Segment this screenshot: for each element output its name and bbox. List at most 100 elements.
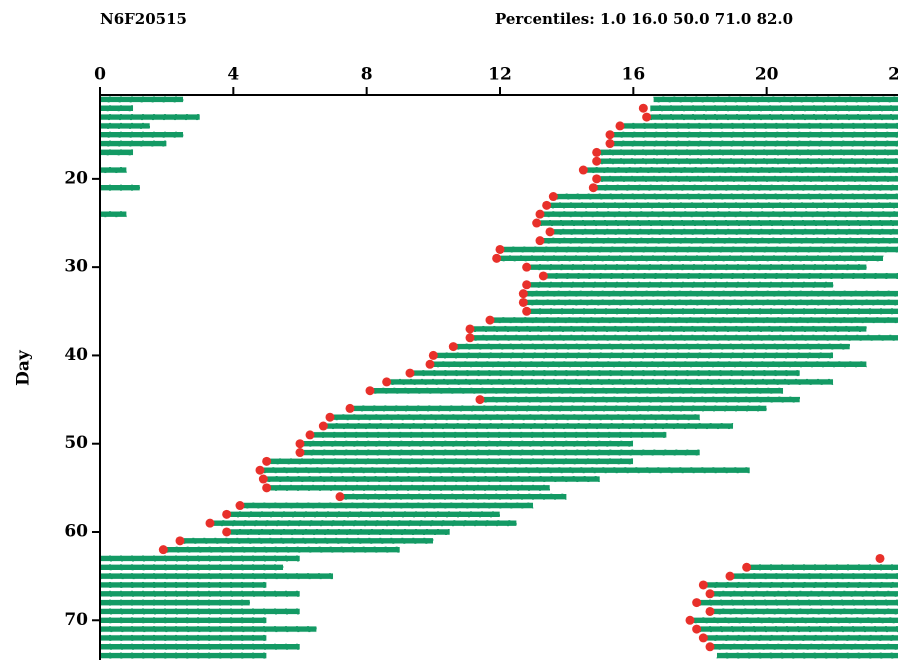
activity-bout: [713, 590, 898, 598]
activity-bout: [269, 458, 634, 465]
activity-bout: [596, 184, 898, 191]
activity-bout: [653, 96, 898, 103]
x-tick-label: 24: [888, 65, 898, 85]
activity-bout: [493, 316, 898, 324]
y-tick-label: 40: [64, 345, 88, 365]
activity-bout: [539, 219, 898, 227]
activity-bout: [99, 113, 201, 121]
onset-marker: [698, 580, 708, 590]
onset-marker: [295, 439, 305, 449]
onset-marker: [335, 492, 345, 502]
onset-marker: [262, 483, 272, 493]
activity-bout: [503, 246, 898, 253]
x-tick-label: 8: [361, 65, 373, 85]
activity-bout: [313, 431, 667, 439]
onset-marker: [592, 156, 602, 166]
onset-marker: [605, 130, 615, 140]
onset-marker: [705, 606, 715, 616]
onset-marker: [405, 368, 415, 378]
activity-bout: [546, 272, 898, 280]
activity-bout: [699, 599, 898, 606]
onset-marker: [518, 297, 528, 307]
activity-bout: [99, 616, 267, 624]
activity-bout: [269, 484, 551, 492]
onset-marker: [262, 456, 272, 466]
onset-marker: [222, 509, 232, 519]
x-tick-label: 4: [227, 65, 239, 85]
onset-marker: [425, 359, 435, 369]
y-axis-label: Day: [14, 349, 34, 386]
y-tick-label: 20: [64, 168, 88, 188]
activity-bout: [99, 572, 334, 580]
onset-marker: [258, 474, 268, 484]
activity-bout: [649, 104, 898, 112]
activity-bout: [166, 546, 401, 553]
activity-bout: [373, 387, 784, 395]
onset-marker: [685, 615, 695, 625]
activity-bout: [303, 440, 634, 448]
onset-marker: [592, 174, 602, 184]
x-tick-label: 0: [94, 65, 106, 85]
activity-bout: [649, 113, 898, 121]
activity-bout: [343, 493, 567, 500]
onset-marker: [578, 165, 588, 175]
y-tick-label: 30: [64, 257, 88, 277]
activity-bout: [586, 166, 898, 174]
activity-bout: [499, 255, 884, 262]
activity-bout: [699, 625, 898, 633]
activity-bout: [229, 511, 501, 518]
onset-marker: [305, 430, 315, 440]
onset-marker: [175, 536, 185, 546]
activity-bout: [529, 281, 834, 289]
onset-marker: [235, 501, 245, 511]
onset-marker: [592, 147, 602, 157]
activity-bout: [326, 422, 734, 430]
activity-bout: [716, 652, 898, 659]
onset-marker: [532, 218, 542, 228]
onset-marker: [448, 342, 458, 352]
activity-bout: [473, 334, 898, 342]
activity-bout: [713, 608, 898, 615]
activity-bout: [303, 449, 701, 456]
onset-marker: [522, 262, 532, 272]
onset-marker: [158, 545, 168, 555]
activity-bout: [543, 237, 898, 244]
activity-bout: [749, 564, 898, 571]
x-tick-label: 12: [488, 65, 512, 85]
activity-bout: [543, 210, 898, 218]
onset-marker: [295, 448, 305, 458]
activity-bout: [713, 643, 898, 651]
onset-marker: [345, 403, 355, 413]
activity-bout: [99, 140, 167, 147]
activity-bout: [99, 555, 301, 562]
onset-marker: [692, 598, 702, 608]
activity-bout: [483, 396, 801, 403]
activity-bout: [243, 502, 534, 509]
onset-marker: [725, 571, 735, 581]
activity-bout: [553, 228, 898, 236]
activity-bout: [456, 343, 851, 350]
y-tick-label: 60: [64, 521, 88, 541]
onset-marker: [638, 103, 648, 113]
activity-bout: [99, 634, 267, 642]
onset-marker: [535, 236, 545, 246]
onset-marker: [642, 112, 652, 122]
activity-bout: [433, 360, 867, 368]
activity-bout: [556, 193, 898, 200]
activity-bout: [263, 466, 751, 474]
activity-bout: [99, 122, 151, 130]
activity-bout: [99, 590, 301, 598]
y-tick-label: 50: [64, 433, 88, 453]
activity-bout: [99, 608, 301, 615]
activity-bout: [99, 599, 251, 606]
onset-marker: [692, 624, 702, 634]
activity-bout: [706, 634, 898, 642]
activity-bout: [529, 263, 867, 271]
activity-bout: [99, 96, 184, 103]
onset-marker: [542, 200, 552, 210]
onset-marker: [522, 306, 532, 316]
onset-marker: [605, 139, 615, 149]
x-tick-label: 16: [621, 65, 645, 85]
chart-subtitle: Percentiles: 1.0 16.0 50.0 71.0 82.0: [495, 10, 793, 28]
